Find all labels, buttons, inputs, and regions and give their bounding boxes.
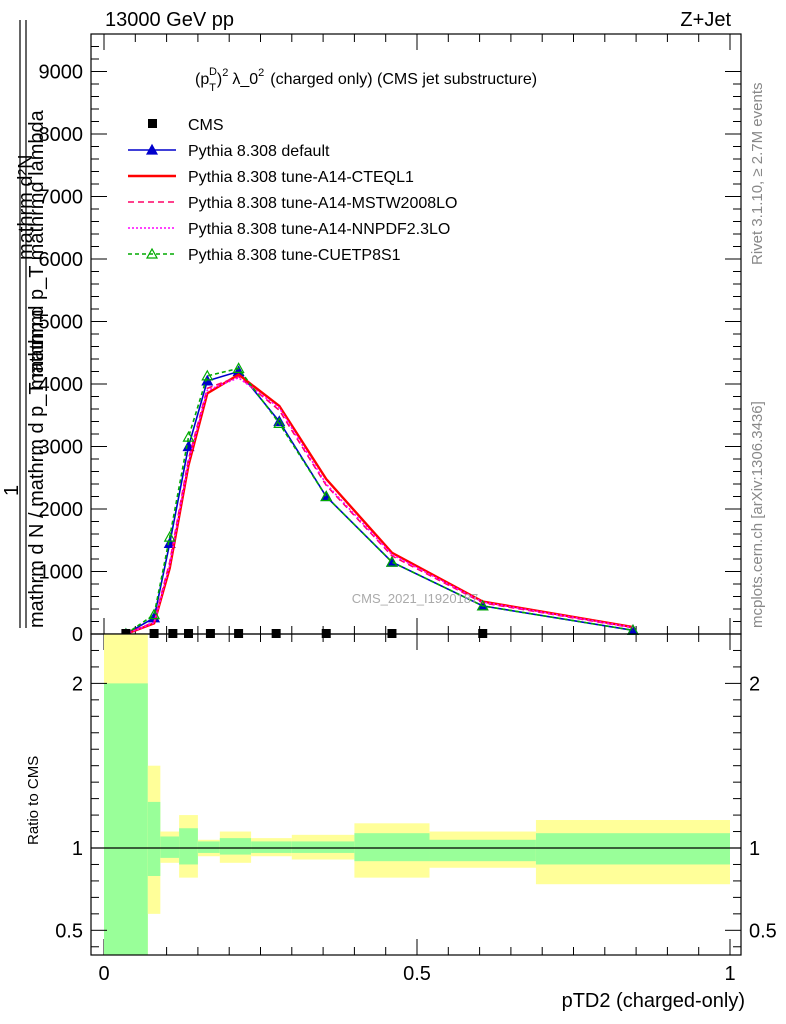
energy-label: 13000 GeV pp (105, 9, 234, 31)
series-point-cuetp8s1 (320, 490, 333, 502)
ratio-y-tick-label: 2 (72, 673, 83, 695)
process-label: Z+Jet (680, 9, 731, 31)
ratio-band-inner (104, 683, 148, 955)
main-y-tick-label: 9000 (39, 62, 84, 84)
series-point-cuetp8s1 (385, 555, 398, 567)
x-tick-label: 1 (724, 963, 735, 985)
ratio-y-tick-label-right: 1 (749, 838, 760, 860)
watermark: CMS_2021_I1920187 (352, 591, 479, 606)
main-series-layer (119, 362, 639, 639)
main-y-tick-label: 2000 (39, 499, 84, 521)
ratio-y-label: Ratio to CMS (25, 756, 42, 845)
main-y-tick-label: 5000 (39, 312, 84, 334)
series-line-cteql1 (125, 373, 634, 636)
legend-marker-default (145, 143, 159, 155)
main-y-axis: 0 1000 2000 3000 4000 5000 6000 7000 8000 9000 (39, 46, 741, 646)
legend-label-cteql1: Pythia 8.308 tune-A14-CTEQL1 (188, 169, 414, 186)
ratio-axes: 0.5 0.5 1 1 2 2 0 0.5 1 (55, 649, 777, 985)
ratio-panel: 0.5 0.5 1 1 2 2 0 0.5 1 (55, 633, 777, 985)
series-point-cuetp8s1 (201, 369, 214, 381)
legend-marker-cuetp8s1 (145, 247, 159, 259)
series-point-cuetp8s1 (476, 599, 489, 611)
series-point-cuetp8s1 (273, 417, 286, 428)
series-point-cuetp8s1 (232, 362, 245, 373)
mcplots-label: mcplots.cern.ch [arXiv:1306.3436] (749, 401, 766, 628)
y-label-one: 1 (1, 485, 23, 496)
ratio-band-inner (291, 841, 355, 853)
rivet-version-label: Rivet 3.1.10, ≥ 2.7M events (749, 83, 766, 266)
main-y-tick-label: 7000 (39, 187, 84, 209)
legend-label-cuetp8s1: Pythia 8.308 tune-CUETP8S1 (188, 247, 401, 264)
main-y-tick-label: 4000 (39, 374, 84, 396)
ratio-band-inner (160, 836, 180, 858)
main-y-tick-label: 0 (72, 624, 83, 646)
x-tick-label: 0.5 (403, 963, 431, 985)
ratio-y-tick-label-right: 2 (749, 673, 760, 695)
series-point-default (163, 537, 176, 548)
main-y-axis-label: mathrm d²N mathrm d p_T mathrmd lambda 1… (1, 20, 48, 628)
series-line-cuetp8s1 (125, 367, 634, 635)
series-line-nnpdf (125, 376, 634, 635)
ratio-band-inner (147, 801, 161, 876)
ratio-band-inner (251, 841, 292, 853)
main-y-tick-label: 3000 (39, 437, 84, 459)
ratio-bands (91, 634, 741, 955)
ratio-band-inner (179, 828, 198, 865)
legend-marker-cms (148, 119, 157, 128)
main-y-tick-label: 1000 (39, 562, 84, 584)
x-axis-label: pTD2 (charged-only) (562, 990, 745, 1012)
series-point-cuetp8s1 (163, 530, 176, 542)
x-tick-label: 0 (98, 963, 109, 985)
legend-label-nnpdf: Pythia 8.308 tune-A14-NNPDF2.3LO (188, 221, 450, 238)
ratio-band-inner (354, 833, 430, 862)
legend-label-default: Pythia 8.308 default (188, 143, 330, 160)
legend-label-cms: CMS (188, 117, 224, 134)
ratio-band-inner (535, 833, 730, 865)
ratio-band-inner (429, 839, 536, 862)
ratio-y-tick-label: 1 (72, 838, 83, 860)
legend: CMS Pythia 8.308 default Pythia 8.308 tune… (128, 117, 457, 264)
y-label-denominator: mathrm d N / mathrm d p_T mathrm (26, 309, 48, 628)
y-label-numerator-2: mathrm d p_T mathrmd lambda (26, 109, 48, 390)
plot-title: (pTD)2 λ_02 (charged only) (CMS jet substr… (195, 66, 537, 94)
legend-label-mstw: Pythia 8.308 tune-A14-MSTW2008LO (188, 195, 457, 212)
series-point-cuetp8s1 (182, 430, 195, 442)
series-point-cuetp8s1 (148, 608, 161, 620)
ratio-band-inner (219, 838, 252, 855)
ratio-band-inner (197, 841, 220, 853)
ratio-y-tick-label: 0.5 (55, 920, 83, 942)
main-y-tick-label: 8000 (39, 124, 84, 146)
main-panel: 0 1000 2000 3000 4000 5000 6000 7000 8000 9000 (39, 33, 742, 955)
main-y-tick-label: 6000 (39, 249, 84, 271)
ratio-y-tick-label-right: 0.5 (749, 920, 777, 942)
